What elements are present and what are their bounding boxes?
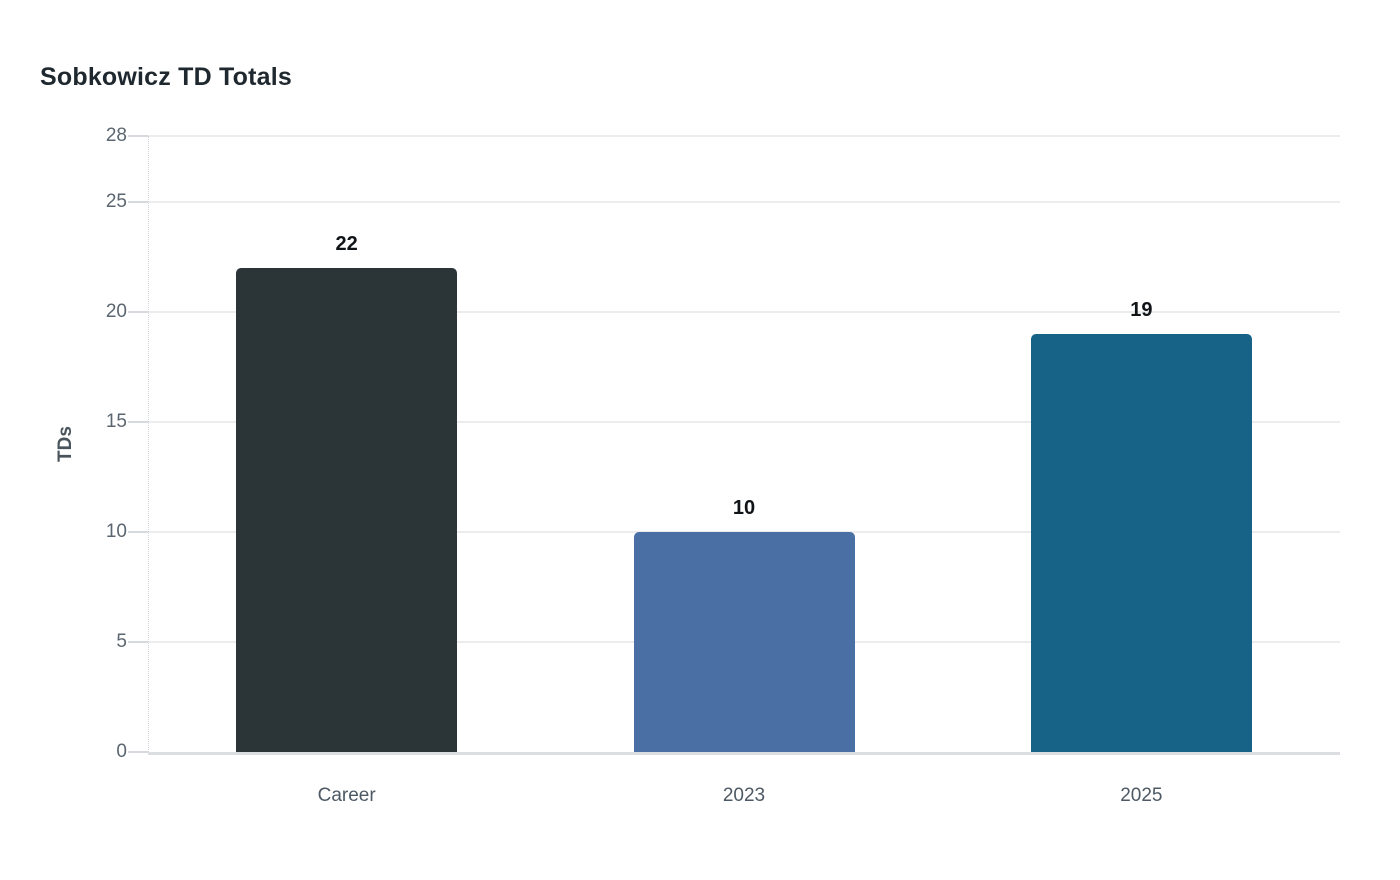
bar-2023 xyxy=(633,532,855,752)
y-axis-tick xyxy=(128,201,148,203)
chart-title: Sobkowicz TD Totals xyxy=(40,63,292,91)
y-tick-label: 20 xyxy=(105,301,127,322)
y-axis-tick xyxy=(128,311,148,313)
y-axis-tick xyxy=(128,641,148,643)
y-axis-tick xyxy=(128,421,148,423)
y-tick-label: 5 xyxy=(116,631,127,652)
bar-value-label: 10 xyxy=(732,497,756,519)
gridline xyxy=(148,135,1340,137)
x-tick-label: 2025 xyxy=(1120,785,1163,806)
gridline xyxy=(148,201,1340,203)
y-axis-tick xyxy=(128,751,148,753)
y-tick-label: 0 xyxy=(116,741,127,762)
x-axis-line xyxy=(148,752,1340,755)
gridline xyxy=(148,311,1340,313)
x-tick-label: 2023 xyxy=(722,785,766,806)
gridline xyxy=(148,421,1340,423)
y-tick-label: 15 xyxy=(105,411,127,432)
y-axis-tick xyxy=(128,531,148,533)
y-tick-label: 28 xyxy=(105,125,127,146)
y-axis-tick xyxy=(128,135,148,137)
bar-value-label: 22 xyxy=(335,233,358,255)
bar-career xyxy=(236,268,458,752)
y-tick-label: 10 xyxy=(105,521,127,542)
x-tick-label: Career xyxy=(317,785,376,806)
y-axis-line xyxy=(148,136,149,752)
y-tick-label: 25 xyxy=(105,191,127,212)
bar-value-label: 19 xyxy=(1130,299,1153,321)
bar-2025 xyxy=(1030,334,1252,752)
